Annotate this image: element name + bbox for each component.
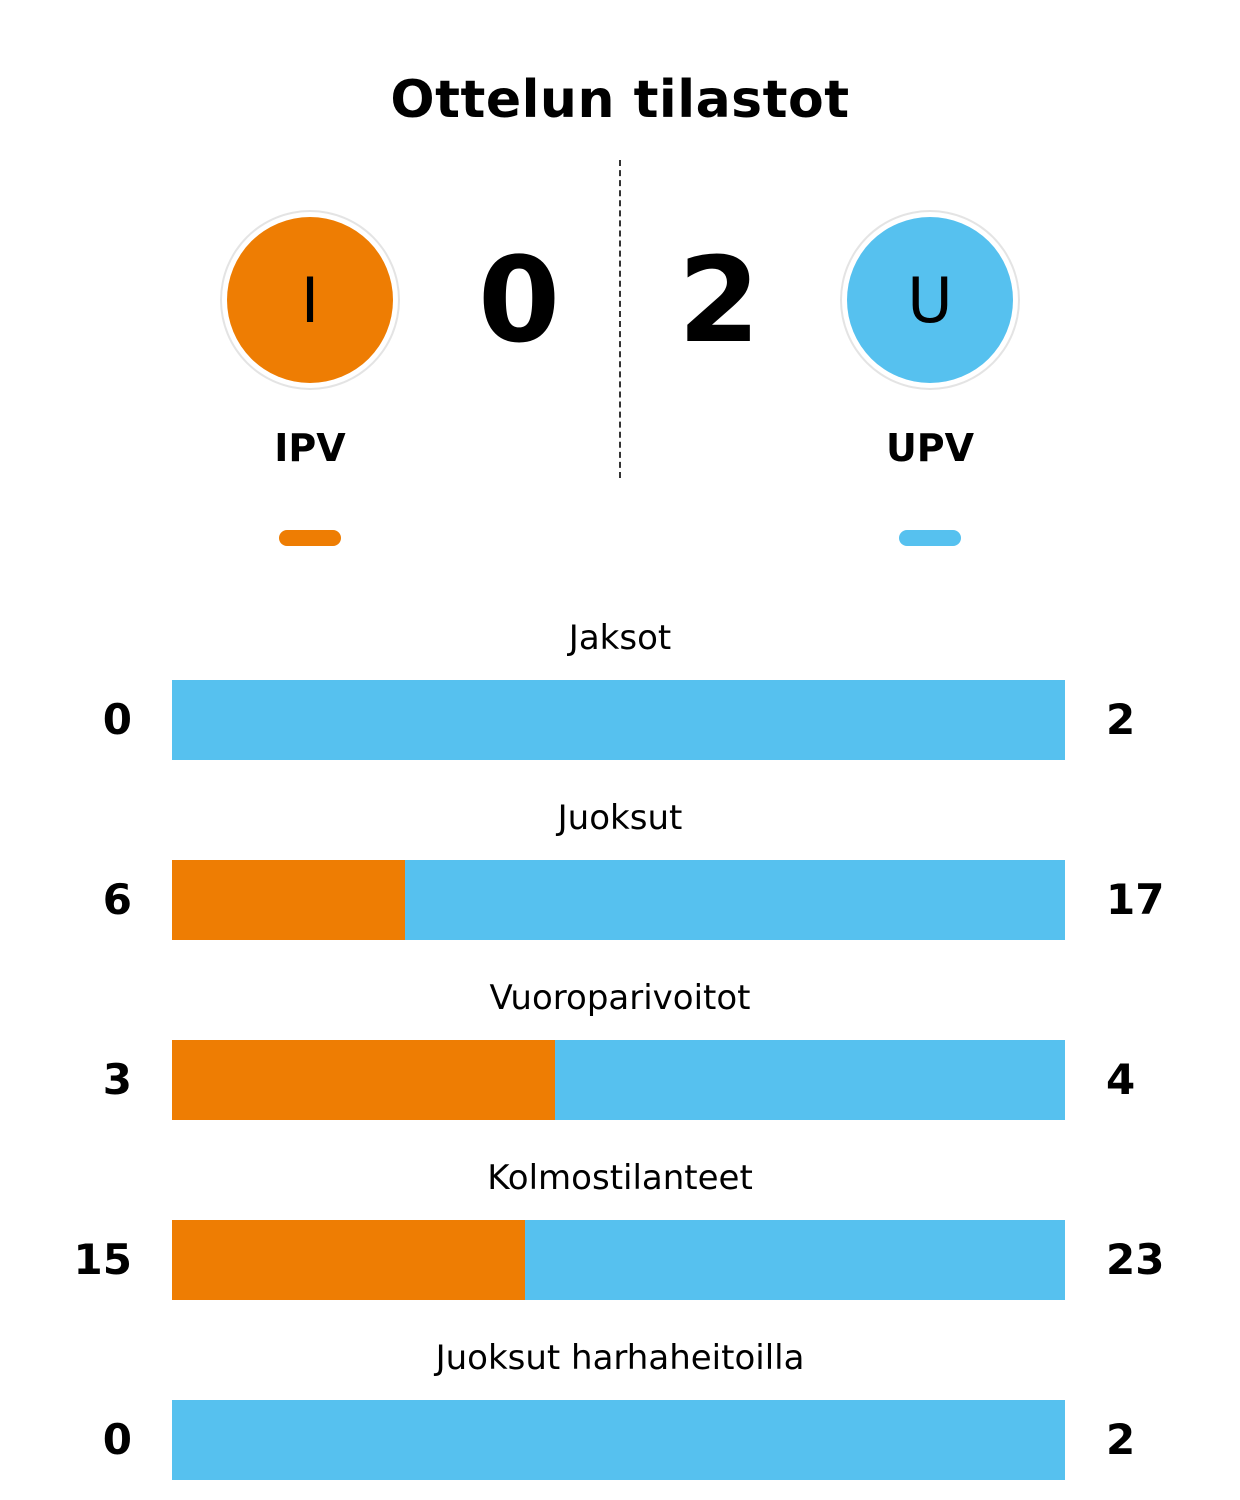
stat-label: Jaksot (568, 618, 672, 658)
away-stat-value: 2 (1106, 1415, 1136, 1464)
home-bar-segment (172, 1220, 525, 1300)
home-team-score: 0 (477, 231, 561, 369)
away-team-score: 2 (677, 231, 761, 369)
home-team-logo: I (227, 217, 393, 383)
page-title: Ottelun tilastot (390, 70, 850, 130)
away-stat-value: 17 (1106, 875, 1165, 924)
away-stat-value: 2 (1106, 695, 1136, 744)
stat-bar (172, 680, 1065, 760)
away-team-name: UPV (885, 426, 975, 470)
home-stat-value: 6 (102, 875, 132, 924)
away-bar-segment (525, 1220, 1065, 1300)
away-team-initial: U (907, 263, 953, 337)
away-bar-segment (172, 1400, 1065, 1480)
stat-bar (172, 1220, 1065, 1300)
stat-label: Vuoroparivoitot (489, 978, 751, 1018)
home-stat-value: 0 (102, 1415, 132, 1464)
home-stat-value: 0 (102, 695, 132, 744)
home-stat-value: 3 (102, 1055, 132, 1104)
away-stat-value: 4 (1106, 1055, 1136, 1104)
home-team-name: IPV (274, 426, 346, 470)
home-team-initial: I (300, 263, 320, 337)
stat-bar (172, 1400, 1065, 1480)
away-bar-segment (405, 860, 1065, 940)
home-bar-segment (172, 860, 405, 940)
home-bar-segment (172, 1040, 555, 1120)
away-stat-value: 23 (1106, 1235, 1165, 1284)
stat-bar (172, 860, 1065, 940)
away-bar-segment (555, 1040, 1065, 1120)
away-bar-segment (172, 680, 1065, 760)
stat-bar (172, 1040, 1065, 1120)
away-team-logo: U (847, 217, 1013, 383)
stat-label: Juoksut (557, 798, 683, 838)
stat-label: Juoksut harhaheitoilla (435, 1338, 805, 1378)
away-team-legend-swatch (899, 530, 961, 546)
stat-label: Kolmostilanteet (487, 1158, 753, 1198)
home-team-legend-swatch (279, 530, 341, 546)
home-stat-value: 15 (73, 1235, 132, 1284)
center-divider (619, 160, 621, 478)
